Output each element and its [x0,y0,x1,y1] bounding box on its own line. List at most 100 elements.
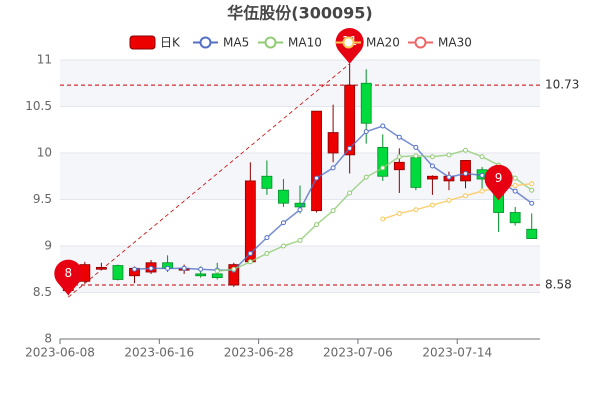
ma-point [264,250,270,256]
ma-point [479,188,485,194]
legend-label: MA20 [366,36,400,50]
y-tick-label: 10.5 [25,99,52,113]
candle-body [460,160,471,182]
y-tick-label: 9 [44,239,52,253]
ma-point [280,243,286,249]
candle-body [526,228,538,239]
ma-point [429,163,435,169]
y-tick-label: 8 [44,332,52,346]
mark-pin [484,164,513,201]
mark-pin-label: 8 [64,266,72,280]
ma-point [363,174,369,180]
ma-point [214,268,220,274]
candle-body [294,202,306,208]
legend-label: MA10 [288,36,322,50]
ma-point [165,265,171,271]
ma-point [479,154,485,160]
ma-point [347,145,353,151]
legend-label: MA30 [438,36,472,50]
ma-point [181,265,187,271]
legend-swatch [414,36,427,49]
mark-pin-label: 9 [495,171,503,185]
ma-point [429,154,435,160]
candle-body [327,132,339,154]
candle-body [112,265,124,280]
candle-body [211,273,223,279]
ma-point [363,129,369,135]
candle-body [360,82,372,124]
ma-point [231,266,237,272]
candle-body [410,157,422,188]
ma-point [314,175,320,181]
ma-point [297,237,303,243]
ma-point [463,170,469,176]
ma-point [330,208,336,214]
ma-line [217,149,533,272]
y-tick-label: 10 [37,146,52,160]
ma-point [512,183,518,189]
ma-point [396,154,402,160]
ma-point [297,207,303,213]
x-tick-label: 2023-06-16 [124,346,194,360]
ma-point [529,200,535,206]
candle-body [393,161,405,171]
grid-band [60,60,540,107]
x-tick-label: 2023-07-14 [422,346,492,360]
ma-point [148,265,154,271]
ma-point [463,193,469,199]
ma-point [198,266,204,272]
ma-point [330,165,336,171]
legend-swatch [199,36,212,49]
candle-body [228,264,240,286]
ma-point [280,220,286,226]
ma-point [247,259,253,265]
ma-point [446,152,452,158]
y-tick-label: 11 [37,53,52,67]
ma-point [314,222,320,228]
candle-body [261,175,273,189]
candle-body [509,212,521,224]
ma-point [446,197,452,203]
ma-point [529,181,535,187]
candle-body [278,189,289,204]
legend-swatch [264,36,277,49]
trend-line [68,63,350,298]
ma-point [413,207,419,213]
x-tick-label: 2023-06-08 [25,346,95,360]
candle-body [95,266,107,270]
ma-point [479,172,485,178]
ma-point [347,190,353,196]
ma-point [446,174,452,180]
ma-point [429,202,435,208]
ma-point [247,250,253,256]
candle-body [377,147,389,177]
candle-body [344,84,356,156]
mark-pin [54,259,83,296]
ma-point [396,134,402,140]
mark-line-label: 10.73 [545,78,579,92]
x-tick-label: 2023-06-28 [224,346,294,360]
candle-body [195,273,207,277]
candle-body [311,110,322,212]
ma-point [413,144,419,150]
ma-point [463,147,469,153]
legend-label: 日K [160,36,181,50]
ma-point [529,187,535,193]
ma-point [380,216,386,222]
ma-point [380,165,386,171]
mark-line-label: 8.58 [545,278,572,292]
ma-point [264,235,270,241]
candle-body [427,175,438,180]
ma-point [413,153,419,159]
ma-point [380,123,386,129]
ma-point [131,266,137,272]
y-tick-label: 9.5 [33,192,52,206]
y-tick-label: 8.5 [33,285,52,299]
ma-point [396,210,402,216]
legend-swatch [129,35,156,50]
chart-title: 华伍股份(300095) [227,4,372,23]
x-tick-label: 2023-07-06 [323,346,393,360]
ma-point [512,188,518,194]
ma-point [512,175,518,181]
